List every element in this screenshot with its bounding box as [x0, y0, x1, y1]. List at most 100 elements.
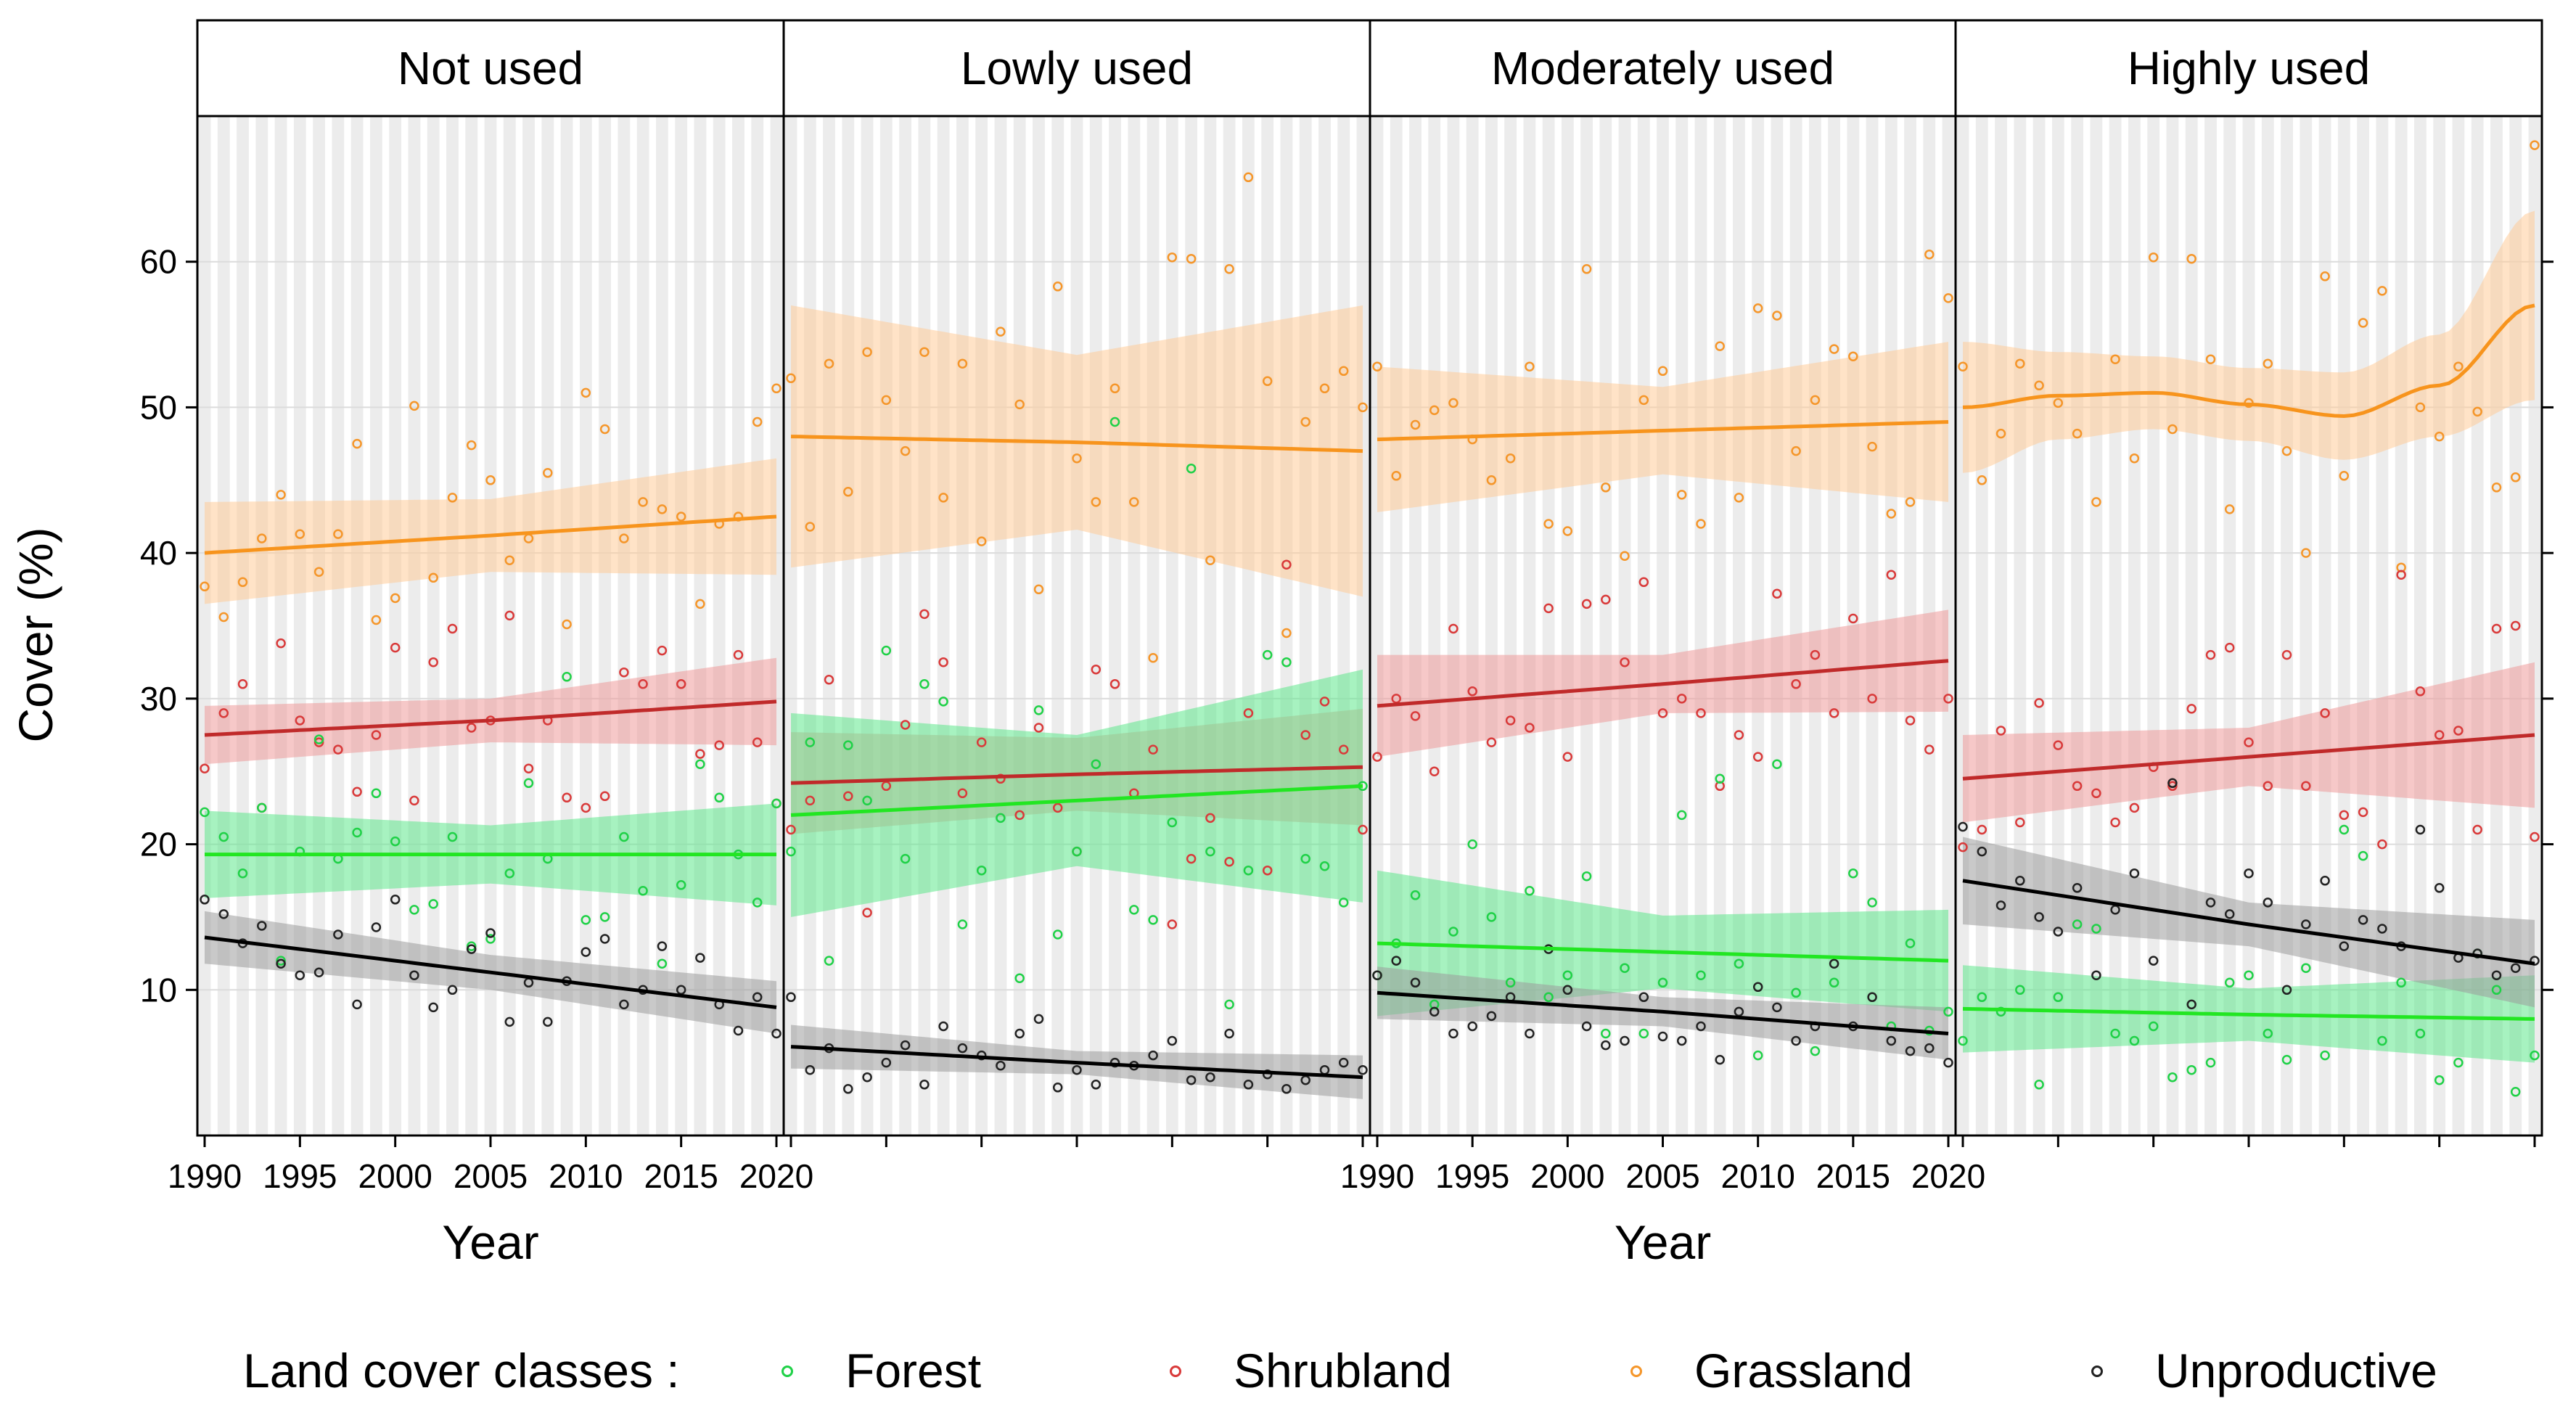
shrubland-point [2034, 698, 2044, 708]
y-tick-label: 50 [140, 388, 177, 426]
shrubland-point [2510, 620, 2521, 631]
forest-point [2530, 1050, 2540, 1061]
year-band [255, 116, 268, 1136]
unproductive-point [1224, 1028, 1234, 1039]
grassland-confidence-band [791, 305, 1363, 597]
grassland-point [638, 497, 648, 507]
year-band [2300, 116, 2313, 1136]
shrubland-point [1167, 919, 1178, 929]
shrubland-point [843, 791, 853, 802]
shrubland-point [2053, 740, 2064, 750]
shrubland-point [1995, 726, 2006, 736]
grassland-point [1243, 172, 1254, 183]
shrubland-point [599, 791, 610, 802]
unproductive-point [1791, 1035, 1801, 1046]
unproductive-point [2053, 927, 2064, 937]
forest-trend-line [1377, 941, 1949, 963]
shrubland-legend-label: Shrubland [1234, 1344, 1452, 1397]
shrubland-point [1205, 813, 1215, 824]
shrubland-point [1734, 730, 1744, 740]
x-tick-label: 2010 [549, 1157, 623, 1195]
grassland-point [1129, 497, 1139, 507]
forest-legend-marker [782, 1366, 793, 1377]
shrubland-point [2205, 649, 2216, 660]
forest-point [2453, 1057, 2464, 1068]
grassland-point [1791, 445, 1801, 456]
unproductive-point [333, 929, 343, 940]
shrubland-point [1338, 744, 1349, 755]
unproductive-point [295, 970, 305, 980]
forest-point [862, 795, 872, 806]
forest-confidence-band [791, 669, 1363, 917]
unproductive-point [1620, 1035, 1630, 1046]
year-band [1318, 116, 1331, 1136]
legend: Land cover classes : Forest Shrubland Gras… [243, 1344, 2437, 1397]
year-band [1580, 116, 1593, 1136]
unproductive-legend-label: Unproductive [2155, 1344, 2437, 1397]
year-band [1165, 116, 1178, 1136]
shrubland-point [333, 744, 343, 755]
shrubland-point [1262, 865, 1273, 876]
grassland-point [2339, 471, 2350, 481]
year-band [2204, 116, 2217, 1136]
grassland-point [562, 619, 572, 630]
year-band [956, 116, 969, 1136]
forest-point [2091, 924, 2101, 934]
unproductive-point [543, 1017, 553, 1027]
shrubland-point [1505, 715, 1516, 726]
year-band [1485, 116, 1498, 1136]
forest-point [485, 934, 496, 944]
unproductive-point [2015, 876, 2025, 886]
shrubland-point [313, 737, 324, 747]
grassland-point [2091, 497, 2101, 507]
forest-point [2263, 1028, 2273, 1039]
unproductive-point [1995, 900, 2006, 911]
shrubland-point [862, 908, 872, 918]
year-band [1261, 116, 1274, 1136]
x-tick-label: 2020 [1911, 1157, 1985, 1195]
year-band [350, 116, 364, 1136]
forest-point [1091, 759, 1102, 769]
shrubland-point [200, 763, 210, 773]
forest-point [1543, 992, 1554, 1003]
year-band [369, 116, 382, 1136]
forest-point [638, 886, 648, 896]
grassland-point [1867, 441, 1877, 452]
shrubland-point [2301, 781, 2311, 792]
unproductive-point [485, 928, 496, 938]
unproductive-point [1358, 1064, 1368, 1075]
year-band [1070, 116, 1083, 1136]
grassland-point [1448, 398, 1459, 408]
unproductive-point [938, 1021, 948, 1032]
forest-point [2015, 985, 2025, 995]
forest-point [447, 831, 458, 842]
forest-point [2148, 1021, 2159, 1032]
shrubland-point [1372, 752, 1382, 762]
x-tick-label: 2015 [1816, 1157, 1890, 1195]
shrubland-point [504, 610, 515, 621]
unproductive-point [2224, 909, 2235, 919]
grassland-point [1676, 490, 1687, 500]
year-band [2261, 116, 2274, 1136]
forest-point [2129, 1035, 2140, 1046]
unproductive-point [996, 1060, 1006, 1071]
forest-point [2339, 824, 2350, 835]
shrubland-point [581, 802, 591, 813]
year-band [2242, 116, 2255, 1136]
shrubland-point [1657, 708, 1668, 718]
shrubland-point [1014, 810, 1025, 821]
year-band [1675, 116, 1689, 1136]
shrubland-point [1429, 766, 1440, 776]
grassland-point [2015, 358, 2025, 369]
shrubland-point [1848, 613, 1858, 624]
forest-point [1977, 992, 1988, 1003]
grassland-trend-line [204, 514, 777, 555]
year-band [975, 116, 988, 1136]
forest-point [1448, 927, 1459, 937]
forest-point [824, 956, 834, 966]
grassland-point [1486, 475, 1497, 485]
grassland-point [1977, 475, 1988, 485]
year-band [332, 116, 345, 1136]
year-band [2281, 116, 2293, 1136]
